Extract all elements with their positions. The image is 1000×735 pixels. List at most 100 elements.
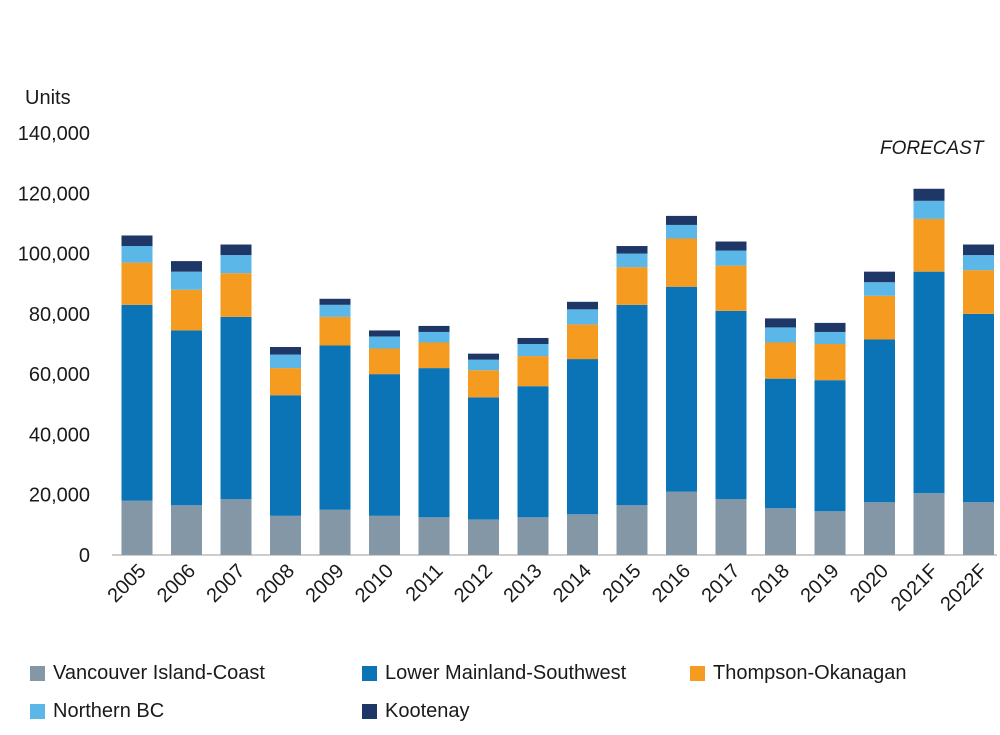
x-tick-label: 2016 [648,560,695,607]
bar-segment [666,286,697,492]
bar-segment [616,304,648,506]
x-tick-label: 2021F [887,560,943,616]
x-tick-label: 2022F [936,560,992,616]
legend-swatch [30,666,45,681]
bar-segment [814,344,846,381]
y-axis-ticks: 0 20,000 40,000 60,000 80,000 100,000 120,000 1… [18,123,90,567]
x-tick-label: 2019 [797,560,844,607]
x-tick-label: 2018 [747,560,794,607]
bar-segment [517,344,549,357]
y-tick-label: 60,000 [29,364,90,386]
x-tick-label: 2015 [599,560,646,607]
bar-segment [418,517,450,555]
bar-segment [814,511,846,555]
x-tick-label: 2008 [252,560,299,607]
legend-swatch [30,704,45,719]
bar-segment [369,374,400,516]
bar-segment [963,502,994,555]
y-axis-label: Units [25,87,71,109]
legend-swatch [362,704,377,719]
x-tick-label: 2017 [698,560,745,607]
legend-item: Northern BC [30,700,164,723]
x-tick-label: 2006 [153,560,200,607]
bar-segment [864,295,895,340]
bar-segment [418,325,450,332]
x-axis-ticks: 2005 2006 2007 2008 2009 2010 2011 2012 2013 2014… [104,560,993,616]
bar-segment [270,515,301,555]
bar-segment [468,353,499,360]
bar-segment [567,324,598,360]
bar-segment [369,330,400,337]
bar-segment [171,505,202,555]
bar-segment [171,271,202,290]
bar-segment [517,356,549,387]
legend-label: Northern BC [53,700,165,722]
bar-segment [963,313,994,503]
bar-segment [418,331,450,343]
y-tick-label: 140,000 [18,123,90,145]
bar-segment [913,200,945,219]
x-tick-label: 2011 [402,560,448,606]
bar-segment [369,348,400,375]
bar-segment [913,188,945,201]
bar-segment [468,359,499,371]
bar-segment [814,380,846,512]
bar-segment [517,337,549,344]
bar-segment [666,238,697,287]
bar-group [121,188,994,555]
bar-segment [319,509,351,555]
bar-segment [814,331,846,344]
x-tick-label: 2012 [450,560,497,607]
bar-segment [468,519,499,555]
bar-segment [369,515,400,555]
y-tick-label: 0 [79,545,90,567]
bar-segment [369,336,400,349]
legend-item: Vancouver Island-Coast [30,662,265,685]
bar-segment [270,354,301,369]
bar-segment [666,224,697,239]
legend-label: Thompson-Okanagan [713,662,907,684]
bar-segment [616,246,648,254]
x-tick-label: 2013 [500,560,547,607]
legend-item: Kootenay [362,700,470,723]
x-tick-label: 2005 [104,560,151,607]
bar-segment [715,241,747,251]
bar-segment [517,517,549,555]
bar-segment [220,273,252,317]
y-tick-label: 80,000 [29,304,90,326]
bar-segment [220,255,252,274]
bar-segment [715,250,747,266]
bar-segment [319,304,351,317]
bar-segment [616,505,648,555]
bar-segment [963,270,994,314]
bar-segment [765,318,796,328]
bar-segment [468,370,499,398]
bar-segment [913,218,945,272]
bar-segment [963,255,994,271]
bar-segment [963,244,994,256]
legend-swatch [362,666,377,681]
legend-label: Vancouver Island-Coast [53,662,265,684]
y-tick-label: 120,000 [18,183,90,205]
bar-segment [220,316,252,500]
bar-segment [468,397,499,520]
legend-label: Kootenay [385,700,470,722]
bar-segment [121,304,153,501]
legend-label: Lower Mainland-Southwest [385,662,627,684]
bar-segment [616,253,648,268]
bar-segment [765,508,796,555]
bar-segment [220,499,252,555]
bar-segment [765,327,796,343]
x-tick-label: 2009 [302,560,349,607]
bar-segment [666,491,697,555]
bar-segment [666,215,697,225]
bar-segment [715,499,747,555]
bar-segment [864,282,895,296]
bar-segment [567,359,598,515]
x-tick-label: 2010 [351,560,398,607]
stacked-bar-chart: Units FORECAST 0 20,000 40,000 60,000 80,000… [18,87,997,616]
bar-segment [715,310,747,500]
forecast-annotation: FORECAST [880,138,985,159]
bar-segment [220,244,252,256]
x-tick-label: 2014 [549,560,596,607]
